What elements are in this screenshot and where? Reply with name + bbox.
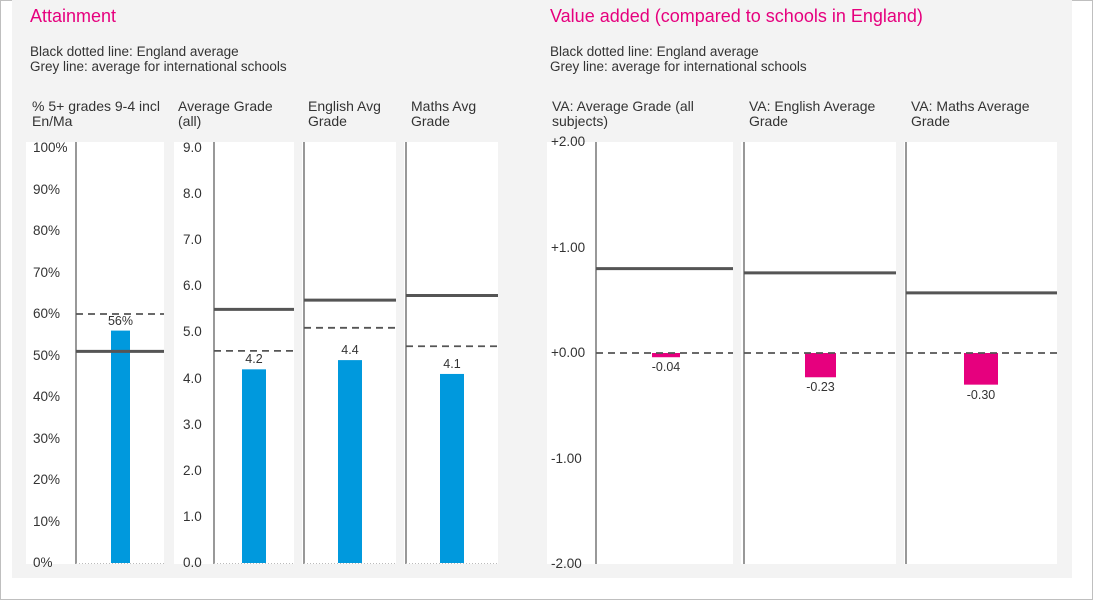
tick-label: 10% xyxy=(33,513,61,529)
value-added-note-england: Black dotted line: England average xyxy=(550,44,759,59)
attainment-title: Attainment xyxy=(30,6,117,26)
tick-label: 80% xyxy=(33,223,61,238)
bar-value-label: 4.4 xyxy=(341,343,359,358)
attainment-note-international: Grey line: average for international sch… xyxy=(30,59,287,74)
chart-title-va-maths: VA: Maths Average Grade xyxy=(911,98,1030,129)
plot-area-average-grade xyxy=(174,142,294,564)
bar-value-label: -0.23 xyxy=(806,380,835,395)
tick-label: 30% xyxy=(33,430,61,446)
bar xyxy=(242,369,266,563)
bar-value-label: -0.30 xyxy=(966,387,996,402)
tick-label: 90% xyxy=(33,181,61,197)
tick-label: +1.00 xyxy=(551,239,586,255)
chart-title-pct-grades: % 5+ grades 9-4 incl En/Ma xyxy=(32,98,161,129)
tick-label: 60% xyxy=(33,306,61,321)
tick-label: 6.0 xyxy=(183,278,202,294)
tick-label: 3.0 xyxy=(183,416,202,432)
tick-label: 0.0 xyxy=(183,555,202,570)
tick-label: 100% xyxy=(33,140,68,155)
bar xyxy=(805,353,836,378)
chart-title-va-english: VA: English Average Grade xyxy=(749,98,876,129)
tick-label: 40% xyxy=(33,389,61,404)
bar-value-label: -0.04 xyxy=(651,360,681,375)
tick-label: 8.0 xyxy=(183,186,202,202)
bar xyxy=(338,360,362,563)
tick-label: -1.00 xyxy=(551,450,582,466)
chart-title-va-average: VA: Average Grade (all subjects) xyxy=(552,98,694,129)
value-added-note-international: Grey line: average for international sch… xyxy=(550,59,807,74)
tick-label: +0.00 xyxy=(551,345,586,360)
tick-label: 9.0 xyxy=(183,140,202,155)
tick-label: 5.0 xyxy=(183,324,202,340)
attainment-note-england: Black dotted line: England average xyxy=(30,44,239,59)
chart-title-english-avg: English Avg Grade xyxy=(308,98,381,129)
tick-label: 2.0 xyxy=(183,462,202,478)
bar-value-label: 56% xyxy=(107,313,134,328)
chart-title-maths-avg: Maths Avg Grade xyxy=(411,98,477,129)
tick-label: 0% xyxy=(33,555,53,570)
tick-label: 50% xyxy=(33,347,61,363)
tick-label: 7.0 xyxy=(183,232,202,248)
plot-area-va-average xyxy=(547,142,733,564)
chart-title-average-grade: Average Grade (all) xyxy=(178,98,273,129)
bar xyxy=(111,330,130,563)
value-added-title: Value added (compared to schools in Engl… xyxy=(550,6,923,26)
tick-label: 20% xyxy=(33,472,61,487)
bar-value-label: 4.2 xyxy=(245,352,263,367)
tick-label: -2.00 xyxy=(551,556,582,571)
bar-value-label: 4.1 xyxy=(443,356,461,371)
tick-label: +2.00 xyxy=(551,134,586,149)
bar xyxy=(964,353,998,385)
tick-label: 4.0 xyxy=(183,370,202,386)
tick-label: 70% xyxy=(33,264,61,280)
tick-label: 1.0 xyxy=(183,508,202,524)
plot-area-pct-grades xyxy=(26,142,164,564)
bar xyxy=(440,373,464,563)
bar xyxy=(652,353,680,358)
